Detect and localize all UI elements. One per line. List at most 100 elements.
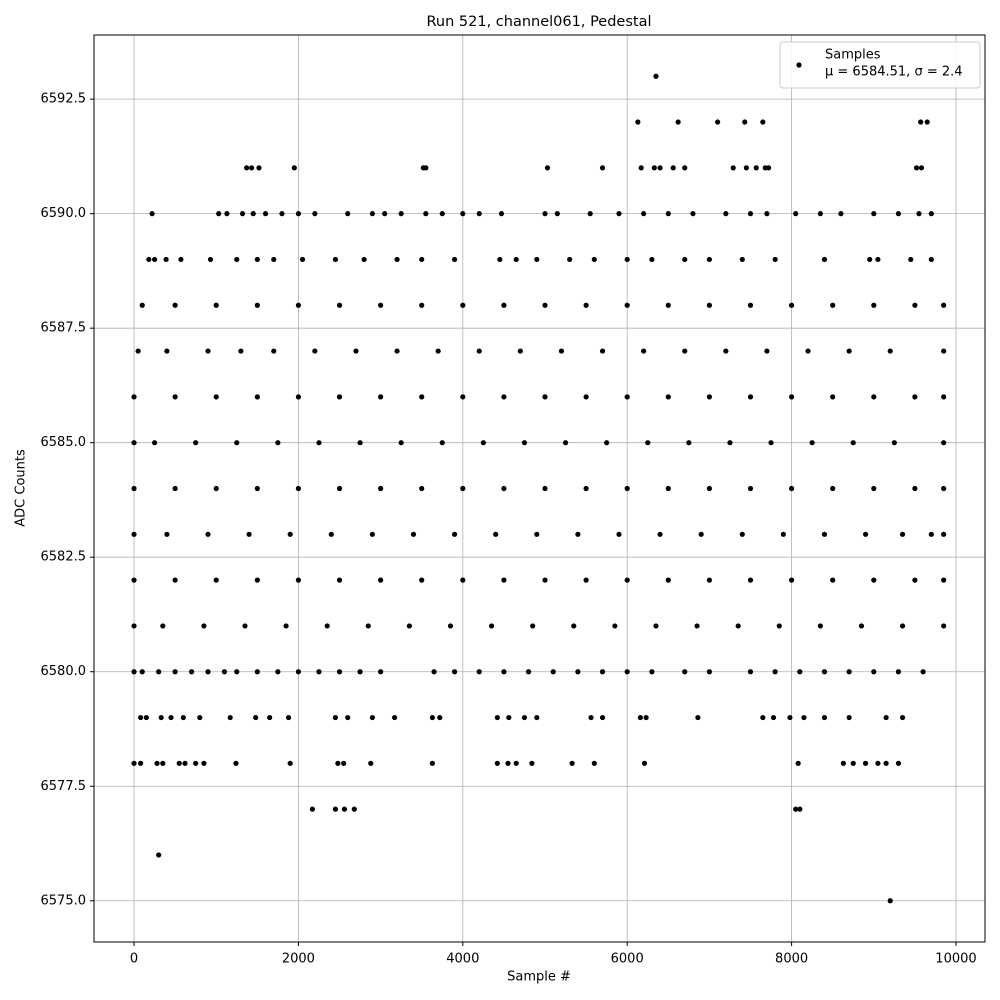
data-point xyxy=(525,669,532,675)
data-point xyxy=(583,577,589,583)
data-point xyxy=(312,348,318,354)
data-point xyxy=(138,714,144,721)
data-point xyxy=(295,302,302,308)
data-point xyxy=(160,623,166,629)
data-point xyxy=(665,485,671,492)
data-point xyxy=(858,623,865,629)
data-point xyxy=(840,760,846,766)
data-point xyxy=(213,302,219,308)
data-point xyxy=(706,302,712,308)
data-point xyxy=(227,714,233,721)
data-point xyxy=(517,348,523,354)
data-point xyxy=(715,119,721,125)
data-point xyxy=(180,714,186,721)
data-point xyxy=(788,485,795,492)
data-point xyxy=(336,577,343,583)
data-point xyxy=(846,669,852,675)
data-point xyxy=(361,256,367,263)
data-point xyxy=(216,211,222,217)
data-point xyxy=(867,256,873,263)
data-point xyxy=(788,394,795,400)
data-point xyxy=(521,714,528,721)
data-point xyxy=(830,577,836,583)
data-point xyxy=(168,714,174,721)
data-point xyxy=(139,302,145,308)
data-point xyxy=(506,714,512,721)
data-point xyxy=(378,394,384,400)
data-point xyxy=(205,669,211,675)
data-point xyxy=(398,211,404,217)
data-point xyxy=(768,440,774,446)
data-point xyxy=(793,806,799,812)
data-point xyxy=(850,760,856,766)
data-point xyxy=(599,165,606,171)
data-point xyxy=(695,714,701,721)
data-point xyxy=(883,714,889,721)
data-point xyxy=(357,440,363,446)
data-point xyxy=(242,623,248,629)
data-point xyxy=(239,211,246,217)
data-point xyxy=(686,440,692,446)
data-point xyxy=(378,485,384,492)
plot-frame xyxy=(93,34,986,943)
data-point xyxy=(244,165,250,171)
y-axis-label: ADC Counts xyxy=(14,449,29,527)
data-point xyxy=(643,714,649,721)
data-point xyxy=(583,302,589,308)
data-point xyxy=(928,211,934,217)
data-point xyxy=(501,669,507,675)
data-point xyxy=(316,440,322,446)
legend-box xyxy=(779,41,981,89)
data-point xyxy=(776,623,782,629)
data-point xyxy=(739,531,745,537)
data-point xyxy=(747,211,754,217)
data-point xyxy=(830,485,836,492)
data-point xyxy=(234,440,240,446)
y-tick-label: 6582.5 xyxy=(41,550,87,565)
data-point xyxy=(138,760,144,766)
data-point xyxy=(616,531,622,537)
data-point xyxy=(542,211,548,217)
data-point xyxy=(665,394,671,400)
data-point xyxy=(254,485,260,492)
data-point xyxy=(447,623,454,629)
data-point xyxy=(501,302,507,308)
data-point xyxy=(817,623,823,629)
data-point xyxy=(254,302,260,308)
data-point xyxy=(817,211,823,217)
data-point xyxy=(641,211,647,217)
data-point xyxy=(616,211,622,217)
data-point xyxy=(788,577,795,583)
data-point xyxy=(193,440,199,446)
data-point xyxy=(871,302,877,308)
data-point xyxy=(534,256,540,263)
data-point xyxy=(336,394,343,400)
data-point xyxy=(248,165,255,171)
data-point xyxy=(271,256,277,263)
data-point xyxy=(368,760,374,766)
data-point xyxy=(513,760,519,766)
data-point xyxy=(369,531,375,537)
data-point xyxy=(398,440,404,446)
data-point xyxy=(730,165,736,171)
data-point xyxy=(941,577,947,583)
data-point xyxy=(154,760,160,766)
data-point xyxy=(562,440,569,446)
data-point xyxy=(419,577,425,583)
data-point xyxy=(435,348,441,354)
data-point xyxy=(918,119,924,125)
data-point xyxy=(760,714,766,721)
data-point xyxy=(764,211,770,217)
data-point xyxy=(624,577,630,583)
data-point xyxy=(131,577,137,583)
data-point xyxy=(913,165,920,171)
data-point xyxy=(588,714,594,721)
data-point xyxy=(378,577,384,583)
data-point xyxy=(205,531,211,537)
data-point xyxy=(787,714,793,721)
data-point xyxy=(299,256,306,263)
data-point xyxy=(698,531,704,537)
data-point xyxy=(862,760,869,766)
data-point xyxy=(941,440,947,446)
legend-label: Samples xyxy=(825,48,881,63)
